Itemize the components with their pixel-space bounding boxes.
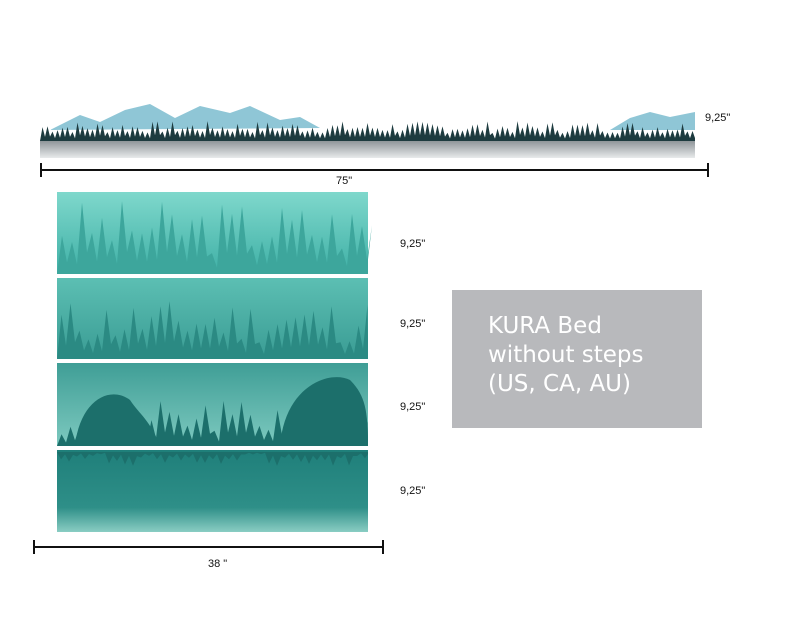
top-strip — [40, 104, 695, 158]
trees — [75, 377, 368, 446]
width-label: 75" — [336, 175, 352, 187]
height-label: 9,25" — [400, 485, 425, 497]
trees — [57, 301, 368, 359]
info-line: (US, CA, AU) — [488, 371, 631, 397]
height-label: 9,25" — [705, 112, 730, 124]
info-line: without steps — [488, 342, 644, 368]
width-label: 38 " — [208, 558, 227, 570]
trees — [57, 452, 368, 466]
mountains — [610, 112, 695, 130]
tree-silhouettes — [57, 201, 372, 466]
height-label: 9,25" — [400, 401, 425, 413]
mountains — [50, 104, 320, 130]
info-box — [452, 290, 702, 428]
trees — [57, 201, 372, 274]
dimension-lines — [33, 163, 709, 554]
panel — [57, 450, 368, 532]
info-line: KURA Bed — [488, 313, 602, 339]
height-label: 9,25" — [400, 238, 425, 250]
trees — [40, 121, 695, 141]
height-label: 9,25" — [400, 318, 425, 330]
reflection — [40, 140, 695, 158]
